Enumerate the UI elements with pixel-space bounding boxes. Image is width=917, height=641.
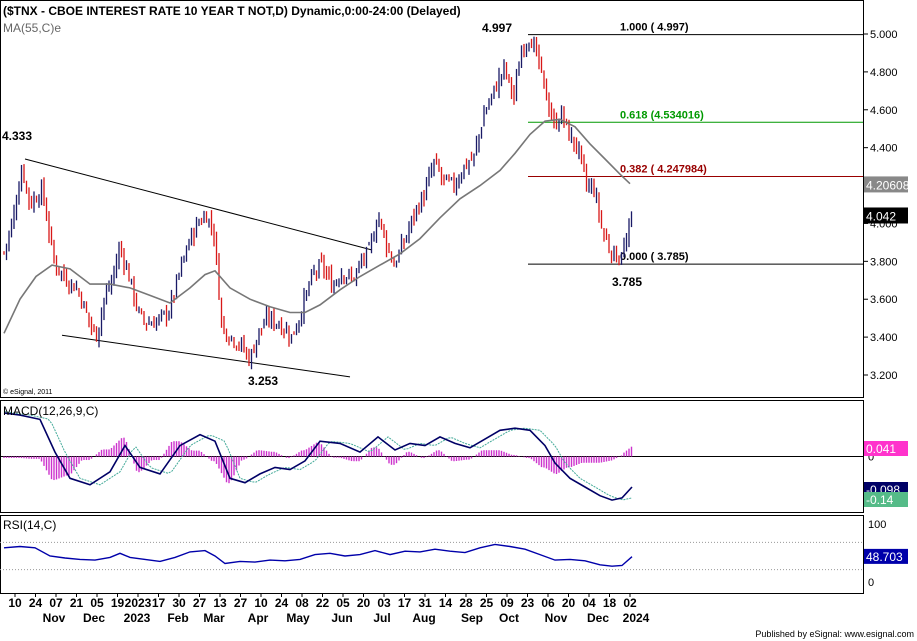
x-month-label: Nov — [43, 611, 66, 625]
rsi-value-tag: 48.703 — [866, 550, 903, 564]
panel-frames — [0, 0, 864, 594]
x-month-label: Sep — [461, 611, 483, 625]
price-panel: 1.000 ( 4.997) 0.618 (4.534016) 0.382 ( 4.… — [2, 21, 863, 388]
price-panel-frame — [0, 0, 864, 398]
x-date-label: 23 — [521, 596, 535, 610]
x-month-label: Oct — [499, 611, 519, 625]
x-date-label: 24 — [29, 596, 43, 610]
x-date-label: 10 — [8, 596, 22, 610]
macd-panel — [0, 411, 863, 501]
price-extreme-label: 4.997 — [482, 21, 512, 35]
fib-level-label: 0.382 ( 4.247984) — [620, 163, 707, 175]
fib-level-label: 1.000 ( 4.997) — [620, 22, 689, 34]
x-date-label: 03 — [377, 596, 391, 610]
x-date-label: 07 — [49, 596, 63, 610]
last-price-tag: 4.042 — [866, 209, 896, 223]
copyright-text: © eSignal, 2011 — [3, 388, 53, 396]
x-date-label: 31 — [418, 596, 432, 610]
x-date-label: 17 — [398, 596, 412, 610]
ma-value-tag-bg — [864, 176, 908, 193]
rsi-label: RSI(14,C) — [3, 518, 56, 532]
x-month-label: Nov — [545, 611, 568, 625]
macd-signal-line — [3, 411, 633, 501]
ma-line — [3, 118, 631, 334]
price-extreme-label: 3.785 — [612, 275, 642, 289]
x-month-label: Dec — [83, 611, 105, 625]
x-date-label: 02 — [623, 596, 637, 610]
rsi-tick-label: 100 — [868, 519, 886, 531]
footer-credit: Published by eSignal: www.esignal.com — [755, 629, 914, 639]
rsi-line — [3, 543, 633, 567]
macd-line — [3, 412, 633, 501]
x-date-label: 06 — [541, 596, 555, 610]
x-month-label: 2024 — [623, 611, 650, 625]
macd-value-tag-bg — [864, 441, 908, 456]
x-date-label: 27 — [234, 596, 248, 610]
x-month-label: 2023 — [124, 611, 151, 625]
axes: 5.0004.8004.6004.4004.2004.0003.8003.600… — [8, 29, 909, 625]
price-y-tick-label: 4.600 — [870, 105, 898, 117]
last-price-tag-bg — [864, 207, 908, 224]
x-date-label: 20 — [357, 596, 371, 610]
x-month-label: Dec — [587, 611, 609, 625]
price-extreme-label: 3.253 — [248, 374, 278, 388]
x-date-label: 30 — [172, 596, 186, 610]
chart-title: ($TNX - CBOE INTEREST RATE 10 YEAR T NOT… — [3, 4, 461, 18]
price-y-tick-label: 3.200 — [870, 370, 898, 382]
x-date-label: 10 — [254, 596, 268, 610]
x-date-label: 04 — [582, 596, 596, 610]
x-date-label: 2023 — [125, 596, 152, 610]
x-date-label: 05 — [336, 596, 350, 610]
x-date-label: 05 — [90, 596, 104, 610]
fib-level-label: 0.000 ( 3.785) — [620, 251, 689, 263]
ma-legend-label: MA(55,C)e — [3, 21, 61, 35]
price-y-tick-label: 3.800 — [870, 256, 898, 268]
macd-label: MACD(12,26,9,C) — [3, 404, 98, 418]
x-date-label: 24 — [275, 596, 289, 610]
x-date-label: 25 — [480, 596, 494, 610]
price-y-tick-label: 3.400 — [870, 332, 898, 344]
trendline — [24, 158, 373, 251]
x-date-label: 14 — [439, 596, 453, 610]
x-date-label: 28 — [459, 596, 473, 610]
x-date-label: 09 — [500, 596, 514, 610]
macd-signal-tag-bg — [864, 492, 908, 507]
x-date-label: 17 — [152, 596, 166, 610]
price-y-tick-label: 5.000 — [870, 29, 898, 41]
x-month-label: Feb — [167, 611, 188, 625]
rsi-value-tag-bg — [864, 548, 908, 564]
x-date-label: 22 — [316, 596, 330, 610]
x-month-label: Aug — [412, 611, 435, 625]
price-y-tick-label: 3.600 — [870, 294, 898, 306]
x-month-label: Apr — [248, 611, 269, 625]
x-date-label: 18 — [603, 596, 617, 610]
fib-level-label: 0.618 (4.534016) — [620, 109, 704, 121]
price-extreme-label: 4.333 — [2, 129, 32, 143]
x-date-label: 08 — [295, 596, 309, 610]
x-date-label: 13 — [213, 596, 227, 610]
rsi-panel — [0, 541, 863, 571]
x-date-label: 19 — [111, 596, 125, 610]
rsi-tick-label: 0 — [868, 577, 874, 589]
price-y-tick-label: 4.800 — [870, 67, 898, 79]
x-date-label: 21 — [70, 596, 84, 610]
macd-value-tag: 0.041 — [866, 442, 896, 456]
ma-value-tag: 4.20608 — [866, 178, 910, 192]
price-y-tick-label: 4.400 — [870, 143, 898, 155]
x-month-label: Mar — [203, 611, 225, 625]
trendline — [61, 334, 351, 378]
macd-zero-label: 0 — [868, 452, 874, 464]
x-month-label: Jul — [373, 611, 390, 625]
x-date-label: 20 — [562, 596, 576, 610]
macd-signal-tag: -0.14 — [866, 493, 894, 507]
x-date-label: 27 — [193, 596, 207, 610]
rsi-panel-frame — [0, 515, 864, 594]
x-month-label: May — [286, 611, 310, 625]
x-month-label: Jun — [331, 611, 352, 625]
